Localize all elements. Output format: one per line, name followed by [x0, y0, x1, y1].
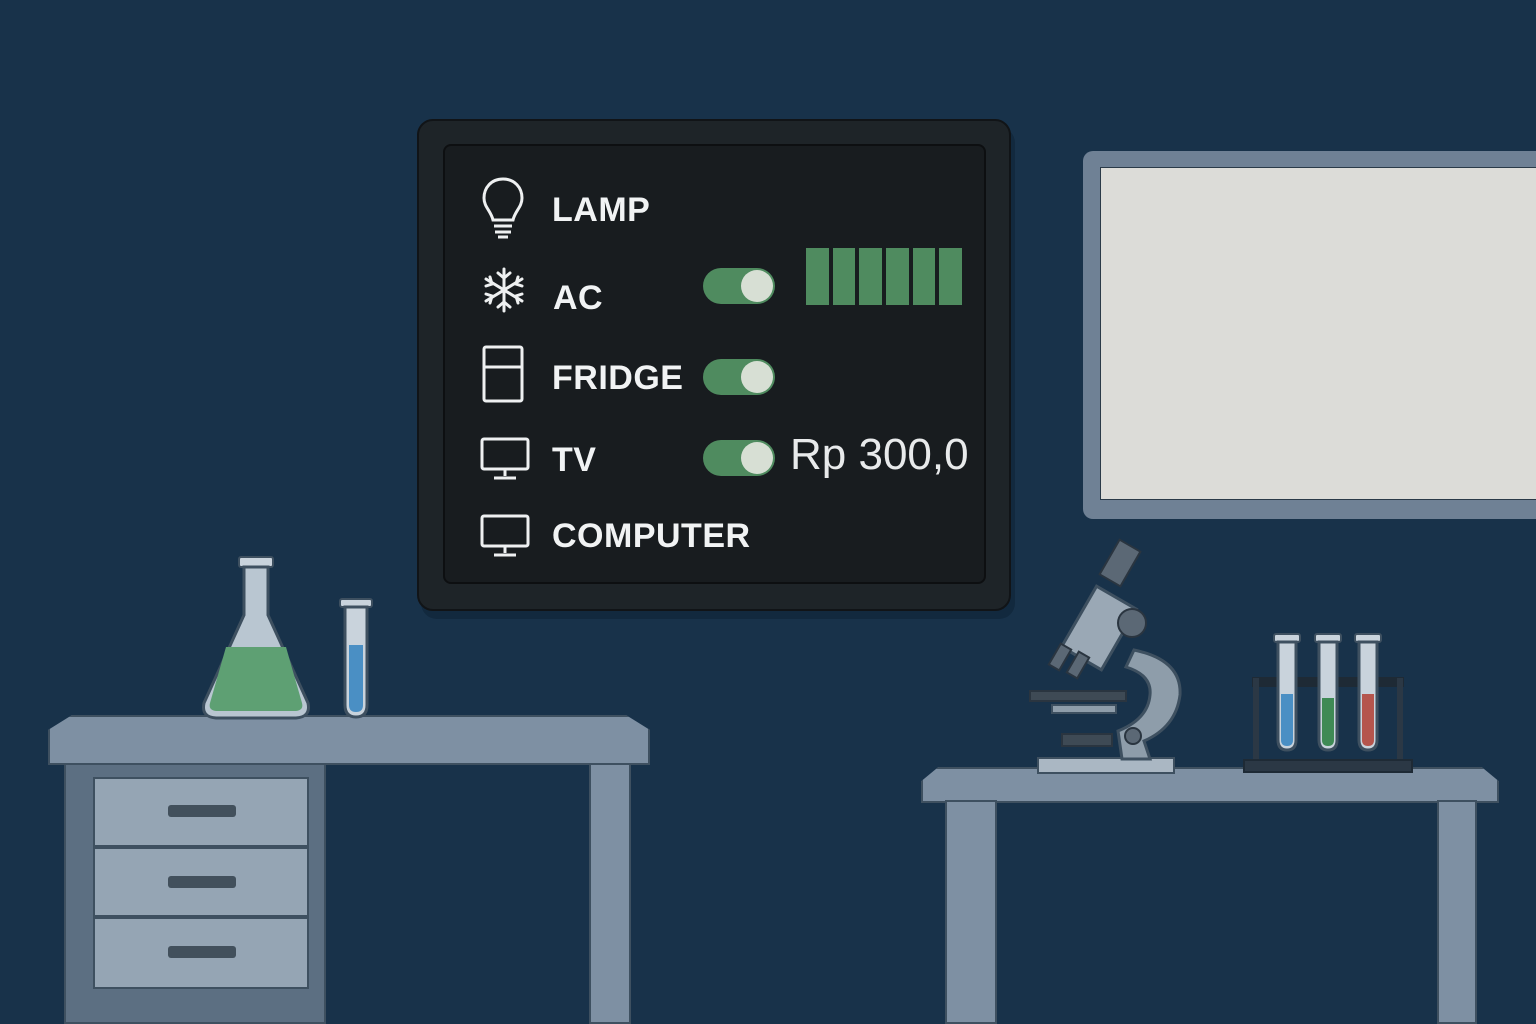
whiteboard-surface — [1100, 167, 1536, 500]
level-segment — [912, 248, 936, 305]
device-label-lamp: LAMP — [552, 191, 651, 229]
drawer-handle — [168, 946, 236, 958]
test-tube-rack-icon — [1243, 633, 1413, 773]
toggle-knob — [741, 442, 773, 474]
table-leg — [1437, 800, 1477, 1024]
level-segment — [939, 248, 963, 305]
level-segment — [832, 248, 856, 305]
drawer-handle — [168, 876, 236, 888]
toggle-knob — [741, 270, 773, 302]
drawer-handle — [168, 805, 236, 817]
device-label-computer: COMPUTER — [552, 517, 751, 555]
device-label-tv: TV — [552, 441, 597, 479]
ac-level-meter — [806, 248, 963, 305]
lightbulb-icon — [482, 177, 524, 239]
microscope-icon — [1029, 538, 1182, 774]
fridge-icon — [482, 345, 524, 403]
energy-cost-readout: Rp 300,0 — [790, 430, 969, 479]
left-desk-top — [48, 715, 650, 765]
ac-toggle-switch[interactable] — [703, 268, 775, 304]
tv-toggle-switch[interactable] — [703, 440, 775, 476]
table-leg — [945, 800, 997, 1024]
level-segment — [859, 248, 883, 305]
device-label-ac: AC — [553, 279, 604, 317]
erlenmeyer-flask-icon — [202, 556, 310, 720]
computer-monitor-icon — [480, 514, 530, 557]
fridge-toggle-switch[interactable] — [703, 359, 775, 395]
level-segment — [806, 248, 829, 305]
snowflake-icon — [484, 267, 524, 313]
desk-leg — [589, 763, 631, 1024]
device-label-fridge: FRIDGE — [552, 359, 684, 397]
level-segment — [886, 248, 909, 305]
monitor-icon — [480, 437, 530, 480]
toggle-knob — [741, 361, 773, 393]
test-tube-icon — [339, 598, 373, 719]
